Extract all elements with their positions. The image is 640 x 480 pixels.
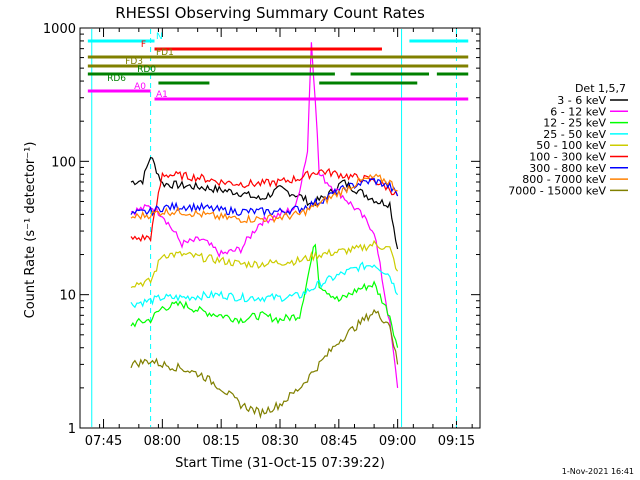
legend-label: 12 - 25 keV xyxy=(543,117,606,130)
legend-label: 25 - 50 keV xyxy=(543,128,606,141)
x-tick-label: 09:15 xyxy=(438,434,475,449)
flag-bar-label: F xyxy=(141,40,146,50)
series-line xyxy=(130,173,398,224)
series-line xyxy=(130,167,399,243)
series-line xyxy=(130,243,399,348)
legend-label: 800 - 7000 keV xyxy=(522,173,606,186)
series-line xyxy=(130,239,399,289)
legend-title: Det 1,5,7 xyxy=(575,82,626,95)
series-line xyxy=(130,156,399,250)
x-tick-label: 08:30 xyxy=(261,434,298,449)
legend-label: 6 - 12 keV xyxy=(550,105,606,118)
y-axis-label: Count Rate (s⁻¹ detector⁻¹) xyxy=(23,142,38,319)
y-tick-label: 10 xyxy=(59,289,76,304)
x-tick-label: 08:00 xyxy=(144,434,181,449)
date-stamp: 1-Nov-2021 16:41 xyxy=(562,467,634,476)
legend-label: 7000 - 15000 keV xyxy=(508,184,606,197)
y-tick-label: 1 xyxy=(68,422,76,437)
flag-bar-label: A1 xyxy=(156,90,168,100)
x-tick-label: 09:00 xyxy=(379,434,416,449)
flag-bar-label: N xyxy=(156,32,163,42)
series-line xyxy=(130,308,399,420)
flag-bar-label: FD1 xyxy=(156,48,174,58)
plot-area: 1 10 100 1000 07:45 08:00 08:15 08:30 08:45 09:00… xyxy=(43,22,481,449)
y-tick-label: 1000 xyxy=(43,22,76,37)
x-tick-label: 07:45 xyxy=(85,434,122,449)
x-axis-label: Start Time (31-Oct-15 07:39:22) xyxy=(175,456,385,471)
y-tick-label: 100 xyxy=(51,155,76,170)
flag-bar-label: RD6 xyxy=(107,74,126,84)
series-line xyxy=(130,177,399,217)
flag-bar-label: FD3 xyxy=(125,57,143,67)
legend-label: 50 - 100 keV xyxy=(536,139,606,152)
flag-bar-label: A0 xyxy=(134,82,146,92)
legend-label: 3 - 6 keV xyxy=(557,94,606,107)
chart-title: RHESSI Observing Summary Count Rates xyxy=(115,4,425,22)
legend-label: 300 - 800 keV xyxy=(529,162,606,175)
series-line xyxy=(130,261,399,309)
legend-label: 100 - 300 keV xyxy=(529,151,606,164)
series-line xyxy=(130,42,399,388)
flag-bar-label: RD0 xyxy=(137,65,156,75)
x-tick-label: 08:45 xyxy=(320,434,357,449)
x-tick-label: 08:15 xyxy=(202,434,239,449)
